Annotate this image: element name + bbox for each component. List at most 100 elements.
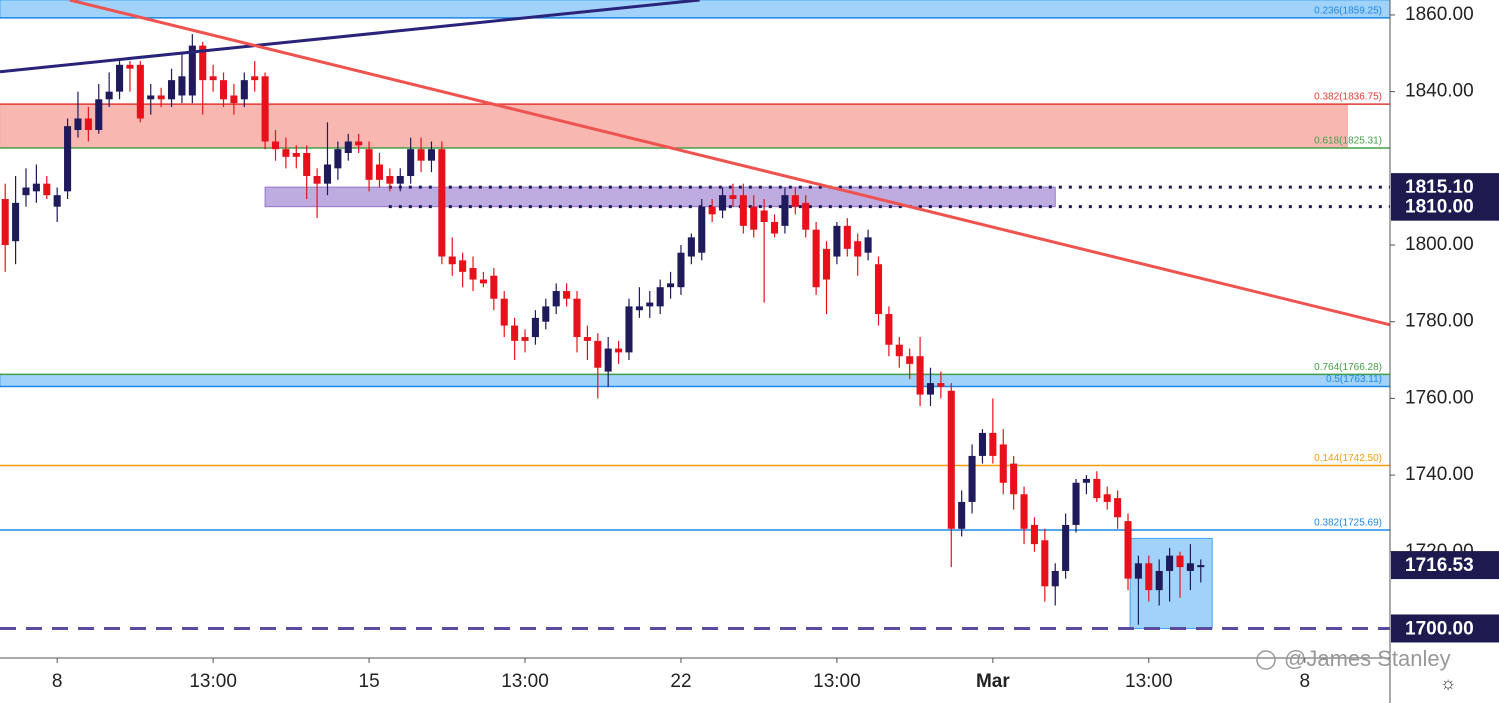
candle-body (573, 298, 581, 338)
candle-body (615, 348, 623, 353)
candle-body (916, 356, 924, 395)
zone (0, 0, 1391, 19)
zone (0, 103, 1348, 149)
candle-body (1176, 555, 1184, 568)
y-tick-label: 1760.00 (1405, 387, 1474, 408)
settings-icon[interactable]: ☼ (1440, 673, 1457, 693)
y-tick-label: 1740.00 (1405, 464, 1474, 485)
x-tick-label: 13:00 (189, 671, 237, 692)
y-tick-label: 1840.00 (1405, 81, 1474, 102)
candle-body (1082, 478, 1090, 483)
fib-label: 0.618(1825.31) (1314, 136, 1382, 147)
fib-label: 0.5(1763.11) (1326, 374, 1382, 385)
candle-body (105, 91, 113, 100)
trendline (69, 0, 1391, 327)
candle-body (12, 202, 20, 242)
candle-body (116, 64, 124, 92)
candle-body (251, 76, 259, 81)
zone (0, 373, 1391, 387)
candle-body (490, 275, 498, 299)
candle-body (386, 176, 394, 184)
candle-body (313, 176, 321, 184)
candle-body (552, 291, 560, 307)
candle-body (906, 356, 914, 364)
candle-body (594, 340, 602, 368)
candle-body (989, 432, 997, 456)
y-tick-label: 1800.00 (1405, 234, 1474, 255)
x-tick-label: 22 (670, 671, 691, 692)
candle-body (1103, 494, 1111, 502)
candle-body (448, 256, 456, 265)
candle-body (209, 76, 217, 81)
candle-body (22, 187, 30, 196)
candle-body (531, 317, 539, 338)
candle-body (479, 279, 487, 284)
candle-body (407, 149, 415, 177)
candle-body (84, 118, 92, 130)
y-tick-label: 1860.00 (1405, 4, 1474, 25)
candle-body (500, 298, 508, 326)
candle-body (417, 149, 425, 161)
candle-body (334, 149, 342, 169)
candle-body (635, 306, 643, 311)
candle-body (240, 80, 248, 100)
price-badge-label: 1716.53 (1405, 555, 1474, 576)
fib-label: 0.236(1859.25) (1314, 5, 1382, 16)
candle-body (32, 183, 40, 192)
candle-body (365, 149, 373, 180)
candle-body (895, 344, 903, 357)
candle-body (261, 76, 269, 142)
candle-body (53, 195, 61, 207)
candle-body (1093, 478, 1101, 499)
candle-body (168, 80, 176, 100)
candle-body (885, 314, 893, 345)
candle-body (677, 252, 685, 288)
candle-body (521, 337, 529, 341)
candle-body (199, 45, 207, 81)
candle-body (427, 149, 435, 161)
candle-body (219, 80, 228, 100)
watermark-icon (1256, 650, 1276, 670)
candle-body (864, 237, 872, 253)
candle-body (1155, 570, 1163, 591)
candle-body (812, 229, 820, 288)
candle-body (1010, 463, 1018, 495)
watermark: @James Stanley (1284, 646, 1451, 671)
x-tick-label: 15 (359, 671, 380, 692)
candle-body (323, 164, 332, 184)
fib-label: 0.764(1766.28) (1314, 362, 1382, 373)
candle-body (583, 337, 591, 341)
candle-body (459, 260, 467, 272)
candle-body (1020, 494, 1028, 529)
candle-body (739, 195, 747, 226)
candle-body (656, 287, 664, 307)
candle-body (646, 302, 654, 307)
plot-area: 0.236(1859.25) 0.382(1836.75) 0.618(1825.3… (0, 0, 1391, 630)
candle-body (230, 95, 238, 104)
x-tick-label: 8 (1299, 671, 1310, 692)
x-tick-label: Mar (976, 671, 1010, 692)
candle-body (396, 176, 404, 184)
candle-body (1051, 570, 1059, 587)
fib-label: 0.144(1742.50) (1314, 453, 1382, 464)
candle-body (802, 202, 810, 230)
candle-body (1062, 524, 1070, 571)
candle-body (968, 455, 976, 502)
candle-body (843, 225, 851, 249)
x-tick-label: 13:00 (501, 671, 549, 692)
candle-body (1041, 540, 1049, 587)
candle-body (542, 306, 550, 322)
candle-body (760, 210, 768, 223)
candle-body (1114, 498, 1122, 518)
candle-body (1197, 565, 1205, 568)
candle-body (1186, 563, 1194, 571)
candle-body (375, 164, 384, 180)
candle-body (157, 95, 165, 100)
candle-body (1030, 524, 1038, 545)
price-badge (1391, 192, 1499, 221)
x-tick-label: 8 (52, 671, 63, 692)
price-badge-label: 1700.00 (1405, 618, 1474, 639)
candle-body (947, 390, 955, 529)
